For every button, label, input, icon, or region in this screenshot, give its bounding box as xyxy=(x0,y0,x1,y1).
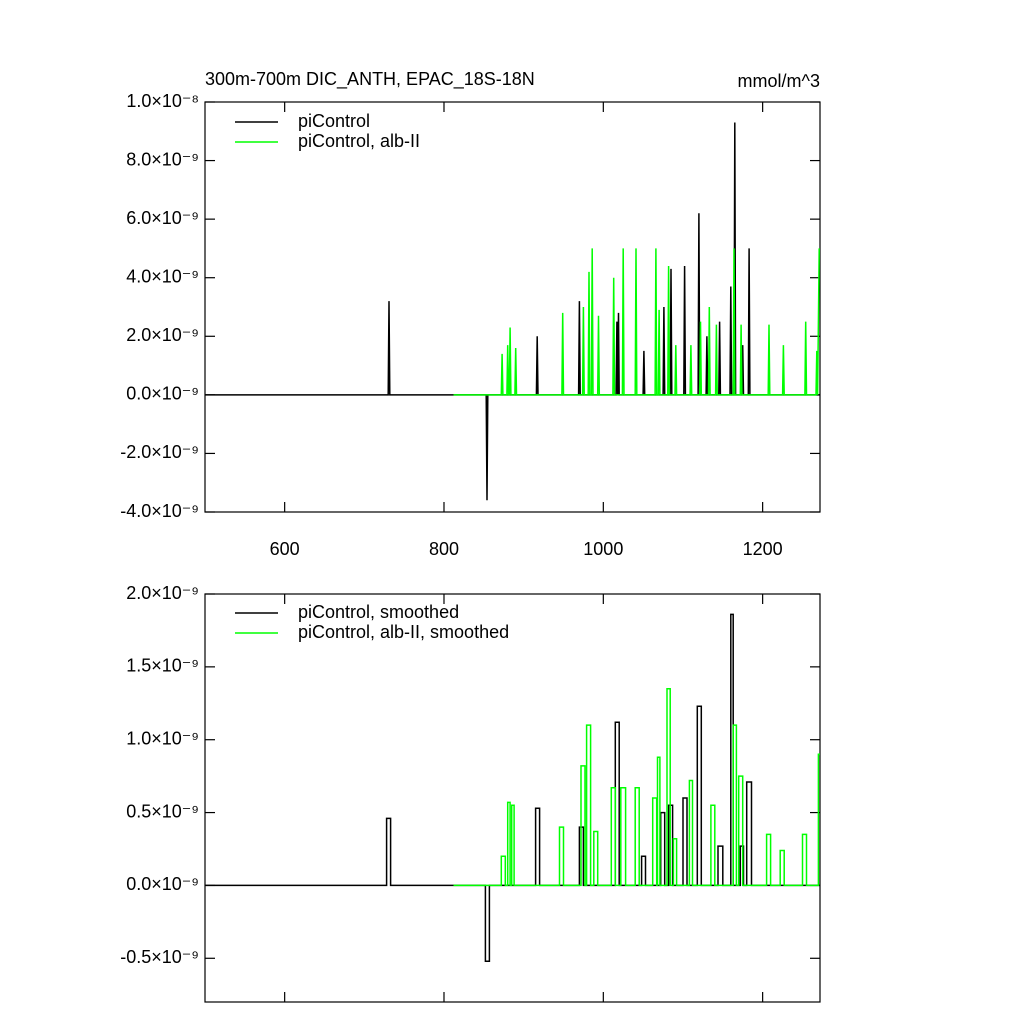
y-tick-label: -0.5×10⁻⁹ xyxy=(120,947,199,967)
chart-title: 300m-700m DIC_ANTH, EPAC_18S-18N xyxy=(205,69,535,90)
y-tick-label: 6.0×10⁻⁹ xyxy=(126,208,199,228)
x-tick-label: 1000 xyxy=(583,539,623,559)
y-tick-label: 8.0×10⁻⁹ xyxy=(126,149,199,169)
y-tick-label: 4.0×10⁻⁹ xyxy=(126,266,199,286)
y-tick-label: -4.0×10⁻⁹ xyxy=(120,501,199,521)
y-tick-label: 1.0×10⁻⁹ xyxy=(126,728,199,748)
y-tick-label: 2.0×10⁻⁹ xyxy=(126,325,199,345)
legend-label: piControl, smoothed xyxy=(298,602,459,622)
y-tick-label: 0.0×10⁻⁹ xyxy=(126,384,199,404)
plot-frame xyxy=(204,101,821,513)
y-tick-label: 0.0×10⁻⁹ xyxy=(126,874,199,894)
x-tick-label: 1200 xyxy=(743,539,783,559)
y-tick-label: 2.0×10⁻⁹ xyxy=(126,583,199,603)
y-tick-label: -2.0×10⁻⁹ xyxy=(120,442,199,462)
series-line xyxy=(453,248,820,396)
legend-label: piControl, alb-II, smoothed xyxy=(298,622,509,642)
series-line xyxy=(205,122,820,501)
units-label: mmol/m^3 xyxy=(738,71,820,91)
y-tick-label: 1.0×10⁻⁸ xyxy=(126,91,199,111)
series-line xyxy=(205,613,820,962)
y-tick-label: 0.5×10⁻⁹ xyxy=(126,801,199,821)
x-tick-label: 600 xyxy=(270,539,300,559)
plot-frame xyxy=(204,593,821,1003)
y-tick-label: 1.5×10⁻⁹ xyxy=(126,656,199,676)
series-line xyxy=(453,687,820,887)
legend-label: piControl xyxy=(298,111,370,131)
x-tick-label: 800 xyxy=(429,539,459,559)
legend-label: piControl, alb-II xyxy=(298,131,420,151)
